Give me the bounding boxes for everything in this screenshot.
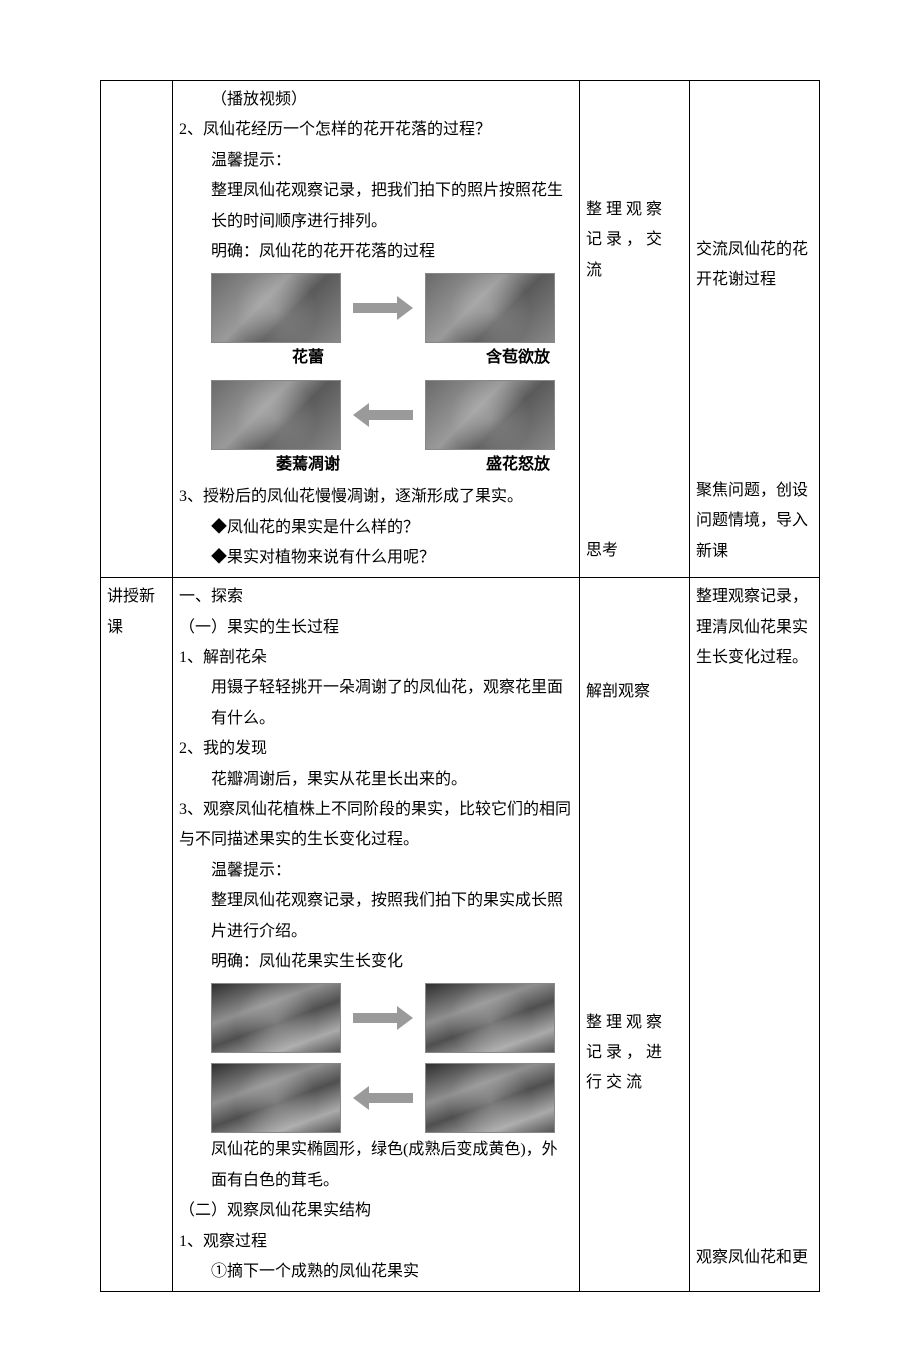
spacer: [696, 85, 813, 235]
flower-bud-image: [211, 273, 341, 343]
cell-stage: 讲授新课: [101, 578, 173, 1292]
fruit-stage-image: [425, 1063, 555, 1133]
flower-cycle-diagram: 花蕾 含苞欲放 萎蔫凋谢 盛花怒放: [211, 273, 573, 480]
arrow-right-icon: [353, 1009, 413, 1027]
text-line: 凤仙花的果实椭圆形，绿色(成熟后变成黄色)，外面有白色的茸毛。: [179, 1135, 573, 1196]
cell-content: 一、探索 （一）果实的生长过程 1、解剖花朵 用镊子轻轻挑开一朵凋谢了的凤仙花，…: [173, 578, 580, 1292]
diagram-row-top: [211, 273, 573, 343]
spacer: [586, 286, 683, 536]
cell-student-activity: 解剖观察 整理观察记录，进行交流: [580, 578, 690, 1292]
text-block: 整理观察记录，进行交流: [586, 1008, 683, 1099]
fruit-stage-image: [211, 983, 341, 1053]
text-line: 明确：凤仙花的花开花落的过程: [179, 237, 573, 267]
caption: 花蕾: [243, 343, 373, 373]
text-line: 2、凤仙花经历一个怎样的花开花落的过程？: [179, 115, 573, 145]
text-block: 思考: [586, 536, 683, 566]
caption: 萎蔫凋谢: [243, 450, 373, 480]
text-line: （二）观察凤仙花果实结构: [179, 1196, 573, 1226]
text-block: 观察凤仙花和更: [696, 1243, 813, 1273]
fruit-stage-image: [425, 983, 555, 1053]
text-line: 温馨提示：: [179, 856, 573, 886]
stage-label: 讲授新课: [107, 588, 155, 635]
caption: 含苞欲放: [453, 343, 583, 373]
text-block: 交流凤仙花的花开花谢过程: [696, 235, 813, 296]
cell-design-intent: 整理观察记录，理清凤仙花果实生长变化过程。 观察凤仙花和更: [690, 578, 820, 1292]
text-line: ①摘下一个成熟的凤仙花果实: [179, 1257, 573, 1287]
text-line: 整理凤仙花观察记录，把我们拍下的照片按照花生长的时间顺序进行排列。: [179, 176, 573, 237]
spacer: [586, 85, 683, 195]
text-line: 2、我的发现: [179, 734, 573, 764]
cell-design-intent: 交流凤仙花的花开花谢过程 聚焦问题，创设问题情境，导入新课: [690, 81, 820, 578]
text-line: （播放视频）: [179, 85, 573, 115]
text-line: 3、观察凤仙花植株上不同阶段的果实，比较它们的相同与不同描述果实的生长变化过程。: [179, 795, 573, 856]
cell-stage: [101, 81, 173, 578]
table-row: 讲授新课 一、探索 （一）果实的生长过程 1、解剖花朵 用镊子轻轻挑开一朵凋谢了…: [101, 578, 820, 1292]
text-block: 聚焦问题，创设问题情境，导入新课: [696, 476, 813, 567]
table-row: （播放视频） 2、凤仙花经历一个怎样的花开花落的过程？ 温馨提示： 整理凤仙花观…: [101, 81, 820, 578]
spacer: [586, 708, 683, 1008]
arrow-left-icon: [353, 406, 413, 424]
spacer: [696, 296, 813, 476]
spacer: [696, 673, 813, 1243]
flower-wilted-image: [211, 380, 341, 450]
text-line: 1、观察过程: [179, 1227, 573, 1257]
text-line: ◆果实对植物来说有什么用呢？: [179, 543, 573, 573]
flower-full-bloom-image: [425, 380, 555, 450]
cell-student-activity: 整理观察记录，交流 思考: [580, 81, 690, 578]
text-line: 花瓣凋谢后，果实从花里长出来的。: [179, 765, 573, 795]
text-line: 1、解剖花朵: [179, 643, 573, 673]
caption: 盛花怒放: [453, 450, 583, 480]
text-block: 整理观察记录，理清凤仙花果实生长变化过程。: [696, 582, 813, 673]
caption-row: 花蕾 含苞欲放: [243, 343, 583, 373]
text-block: 整理观察记录，交流: [586, 195, 683, 286]
diagram-row-bottom: [211, 380, 573, 450]
arrow-right-icon: [353, 299, 413, 317]
diagram-row-top: [211, 983, 573, 1053]
text-line: 3、授粉后的凤仙花慢慢凋谢，逐渐形成了果实。: [179, 482, 573, 512]
cell-content: （播放视频） 2、凤仙花经历一个怎样的花开花落的过程？ 温馨提示： 整理凤仙花观…: [173, 81, 580, 578]
text-line: 明确：凤仙花果实生长变化: [179, 947, 573, 977]
lesson-plan-table: （播放视频） 2、凤仙花经历一个怎样的花开花落的过程？ 温馨提示： 整理凤仙花观…: [100, 80, 820, 1292]
document-page: （播放视频） 2、凤仙花经历一个怎样的花开花落的过程？ 温馨提示： 整理凤仙花观…: [0, 0, 920, 1352]
text-line: ◆凤仙花的果实是什么样的？: [179, 513, 573, 543]
caption-row: 萎蔫凋谢 盛花怒放: [243, 450, 583, 480]
text-line: （一）果实的生长过程: [179, 613, 573, 643]
diagram-row-bottom: [211, 1063, 573, 1133]
text-line: 用镊子轻轻挑开一朵凋谢了的凤仙花，观察花里面有什么。: [179, 673, 573, 734]
spacer: [586, 582, 683, 677]
flower-about-to-bloom-image: [425, 273, 555, 343]
fruit-stage-image: [211, 1063, 341, 1133]
text-line: 温馨提示：: [179, 146, 573, 176]
fruit-growth-diagram: [211, 983, 573, 1133]
arrow-left-icon: [353, 1089, 413, 1107]
text-line: 一、探索: [179, 582, 573, 612]
text-block: 解剖观察: [586, 677, 683, 707]
text-line: 整理凤仙花观察记录，按照我们拍下的果实成长照片进行介绍。: [179, 886, 573, 947]
